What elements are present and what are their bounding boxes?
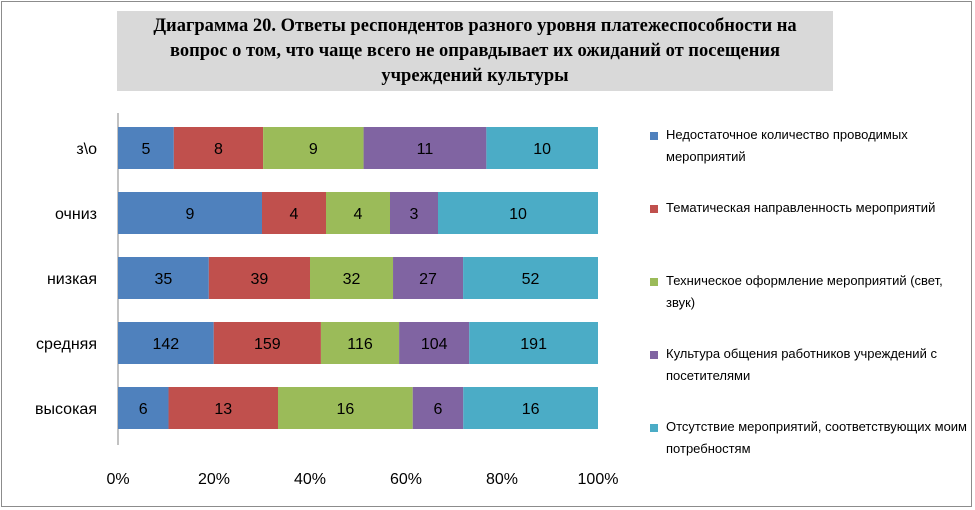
bar-value-label: 35 [155, 271, 173, 288]
bar-value-label: 27 [419, 271, 437, 288]
category-label: низкая [47, 271, 97, 288]
bar-value-label: 116 [347, 336, 373, 353]
chart-title: Диаграмма 20. Ответы респондентов разног… [153, 15, 797, 86]
bar-segment [310, 257, 394, 299]
bar-segment [390, 192, 438, 234]
bar-value-label: 16 [522, 401, 540, 418]
legend-label: Отсутствие мероприятий, соответствующих … [666, 419, 967, 456]
x-tick-label: 40% [294, 471, 326, 488]
legend-swatch [650, 351, 658, 359]
legend-label: Тематическая направленность мероприятий [666, 200, 936, 215]
x-tick-label: 80% [486, 471, 518, 488]
legend-swatch [650, 278, 658, 286]
bar-value-label: 142 [153, 336, 180, 353]
category-label: з\о [76, 141, 97, 158]
x-tick-label: 60% [390, 471, 422, 488]
chart-title-box: Диаграмма 20. Ответы респондентов разног… [117, 11, 833, 91]
legend-swatch [650, 132, 658, 140]
bar-segment [263, 127, 364, 169]
bar-value-label: 191 [520, 336, 547, 353]
bar-value-label: 39 [251, 271, 269, 288]
bar-segment [213, 322, 321, 364]
bar-segment [393, 257, 464, 299]
bar-value-label: 3 [410, 206, 419, 223]
bar-segment [118, 192, 262, 234]
bar-value-label: 16 [336, 401, 354, 418]
bar-value-label: 159 [254, 336, 281, 353]
bar-value-label: 9 [309, 141, 318, 158]
bar-segment [438, 192, 598, 234]
bar-segment [118, 127, 174, 169]
bar-segment [326, 192, 390, 234]
bar-segment [118, 387, 169, 429]
bar-value-label: 8 [214, 141, 223, 158]
bar-value-label: 10 [509, 206, 527, 223]
bar-segment [173, 127, 264, 169]
bar-value-label: 4 [290, 206, 299, 223]
bar-value-label: 32 [343, 271, 361, 288]
bar-segment [262, 192, 326, 234]
bar-segment [320, 322, 400, 364]
bar-segment [118, 322, 214, 364]
bar-value-label: 5 [141, 141, 150, 158]
legend-label: Культура общения работников учреждений с… [666, 346, 937, 383]
bar-value-label: 9 [186, 206, 195, 223]
bar-value-label: 10 [533, 141, 551, 158]
legend-label: Недостаточное количество проводимых меро… [666, 127, 908, 164]
bar-segment [463, 387, 598, 429]
legend-label: Техническое оформление мероприятий (свет… [666, 273, 943, 310]
category-label: средняя [36, 336, 97, 353]
bar-value-label: 4 [354, 206, 363, 223]
bar-segment [363, 127, 487, 169]
x-tick-label: 20% [198, 471, 230, 488]
bar-segment [208, 257, 310, 299]
legend-swatch [650, 205, 658, 213]
bar-value-label: 52 [522, 271, 540, 288]
bar-segment [118, 257, 209, 299]
bar-value-label: 104 [421, 336, 448, 353]
bar-segment [469, 322, 598, 364]
bar-value-label: 11 [417, 141, 434, 158]
category-label: высокая [35, 401, 97, 418]
bar-segment [412, 387, 464, 429]
bar-segment [486, 127, 598, 169]
bar-value-label: 6 [139, 401, 148, 418]
bar-segment [399, 322, 470, 364]
bar-value-label: 13 [214, 401, 232, 418]
x-tick-label: 0% [106, 471, 129, 488]
x-tick-label: 100% [578, 471, 619, 488]
bar-segment [278, 387, 413, 429]
legend-swatch [650, 424, 658, 432]
bar-value-label: 6 [434, 401, 443, 418]
bar-segment [463, 257, 598, 299]
bar-segment [168, 387, 278, 429]
category-label: очниз [55, 206, 97, 223]
